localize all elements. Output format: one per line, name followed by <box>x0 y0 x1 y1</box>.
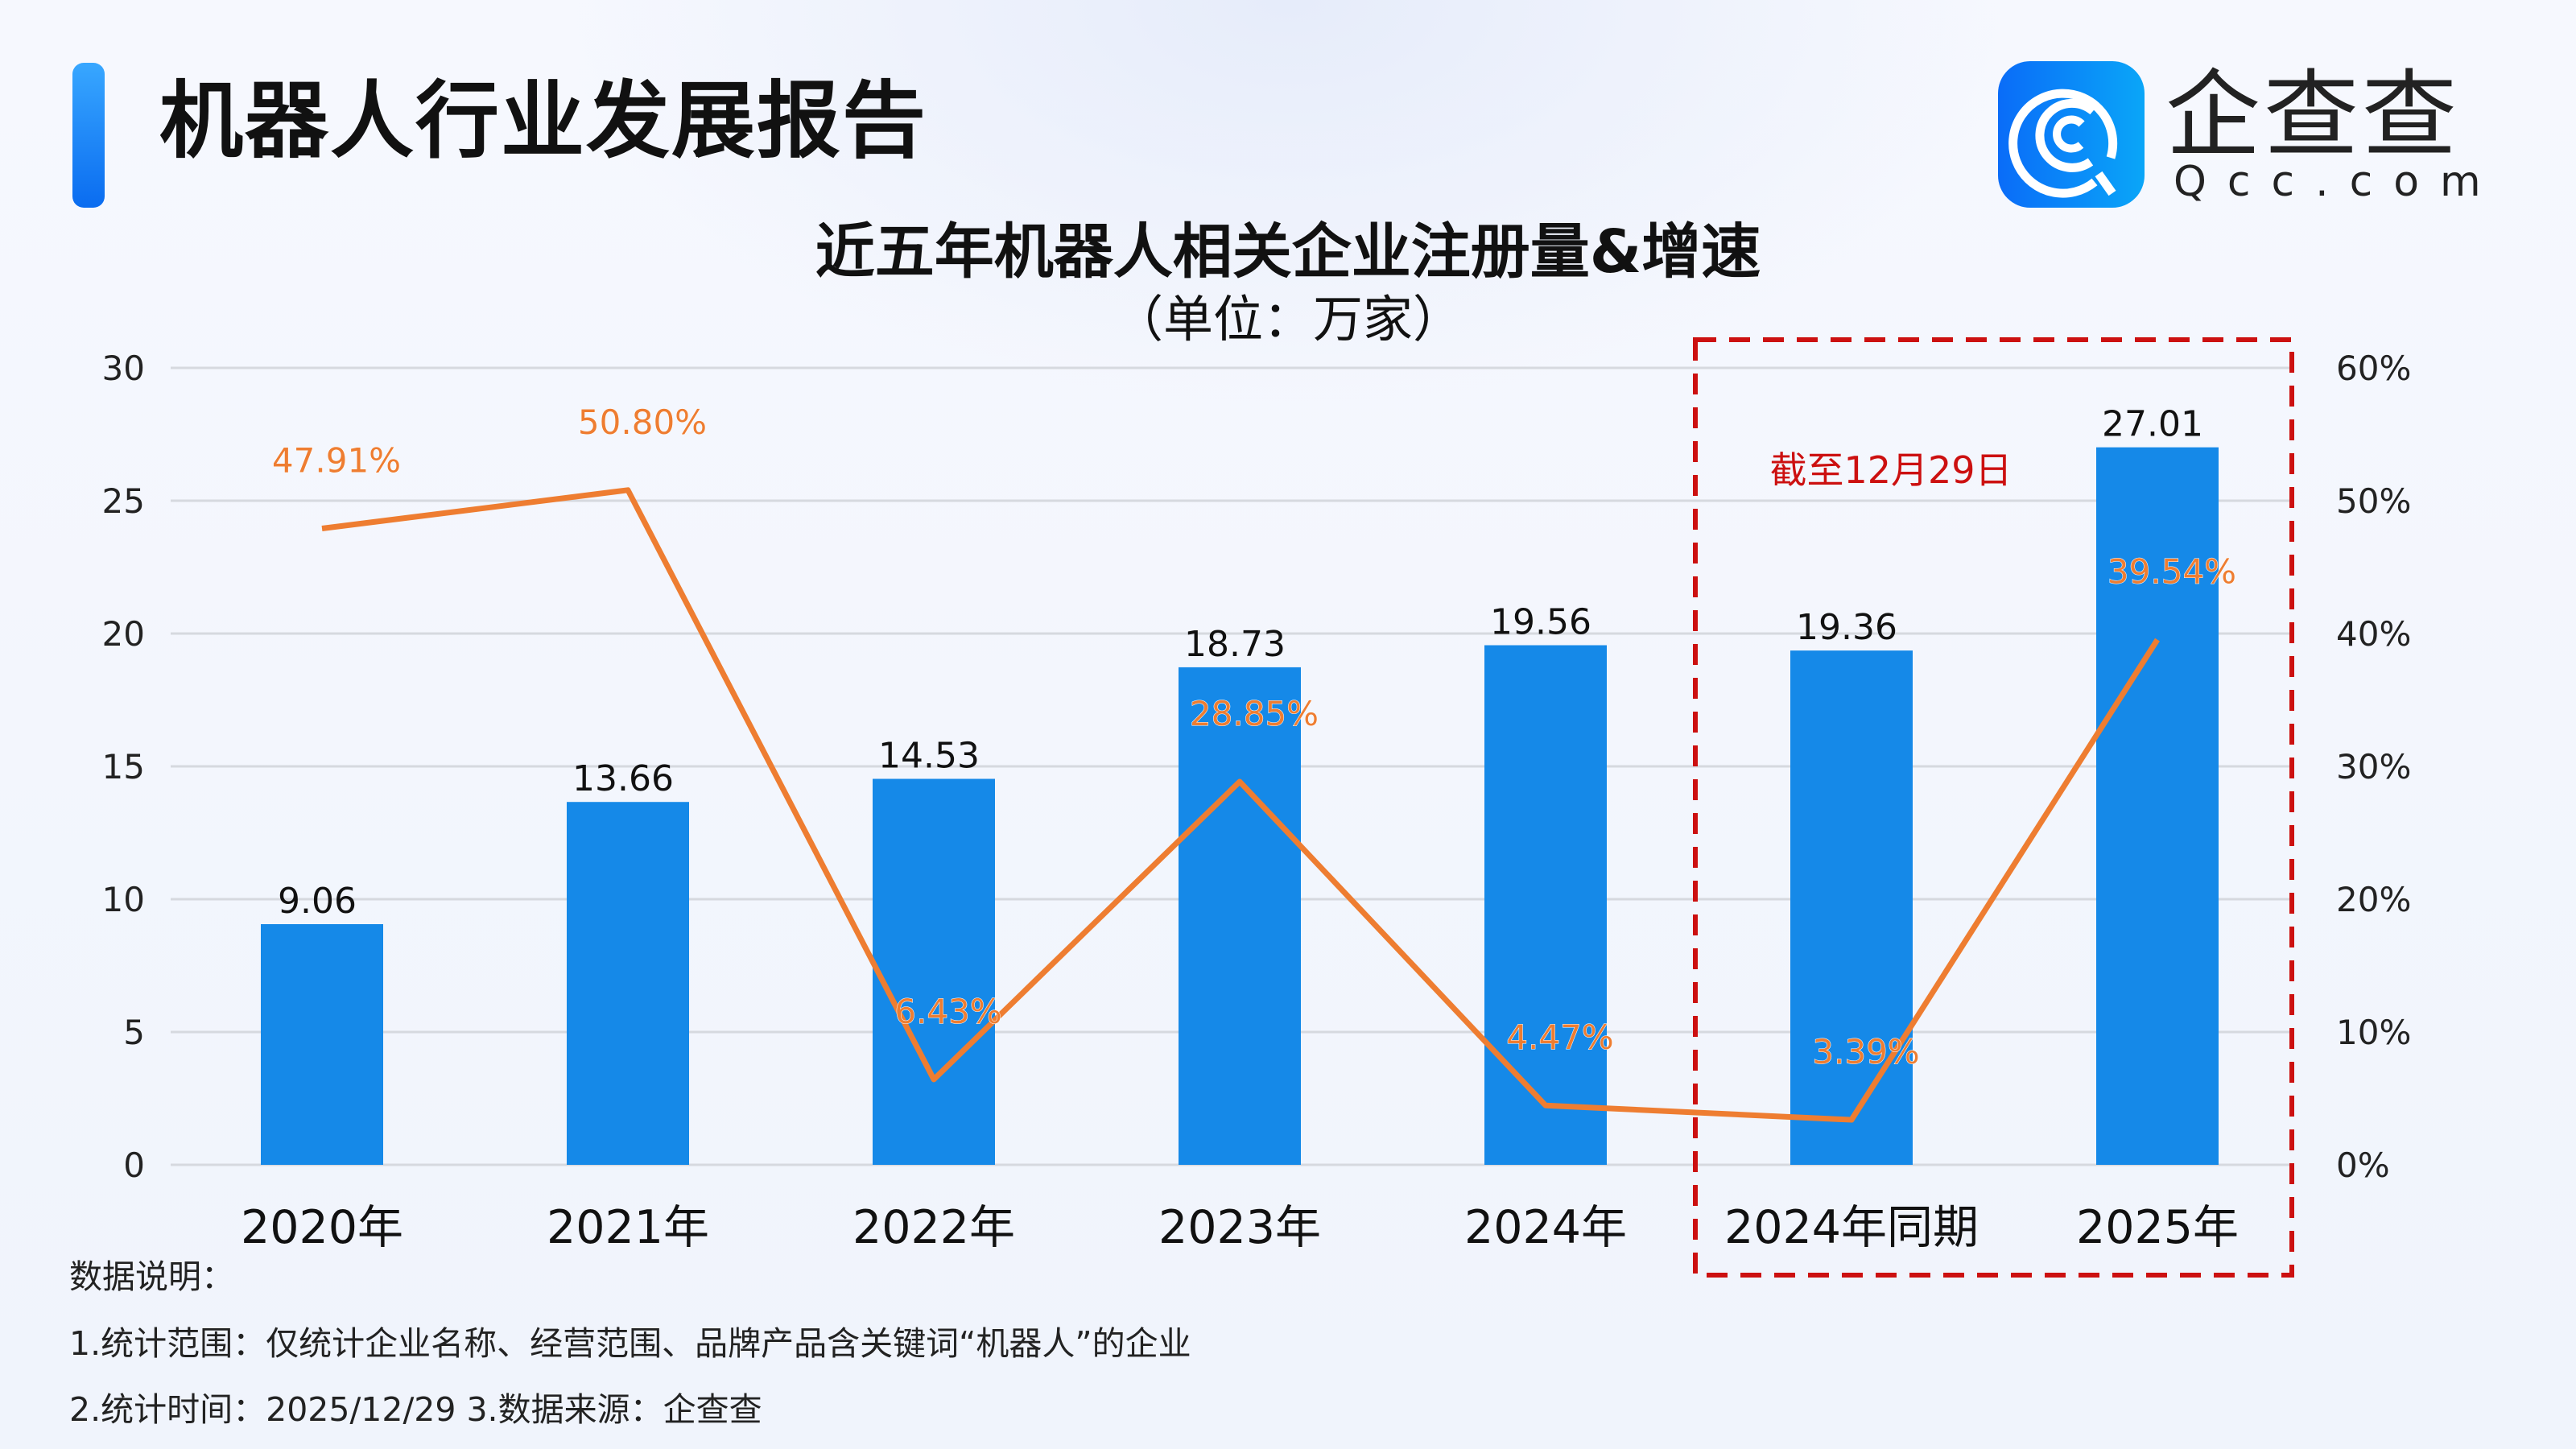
bar-value-label: 19.36 <box>1796 607 1897 648</box>
bar-value-label: 13.66 <box>572 758 674 799</box>
right-axis-tick: 30% <box>2336 747 2411 786</box>
right-axis-tick: 10% <box>2336 1013 2411 1052</box>
right-axis-tick: 60% <box>2336 349 2411 388</box>
x-axis-label: 2025年 <box>2076 1201 2239 1254</box>
right-axis-tick: 0% <box>2336 1146 2390 1185</box>
left-axis-tick: 15 <box>102 747 145 786</box>
qcc-logo-text: 企查查 <box>2165 60 2461 171</box>
bar <box>1179 667 1301 1165</box>
growth-rate-label: 50.80% <box>578 402 707 442</box>
qcc-logo-icon <box>1998 61 2145 208</box>
bar <box>567 802 689 1165</box>
left-axis-tick: 0 <box>123 1146 145 1185</box>
bar <box>873 778 995 1165</box>
notes-line-2: 2.统计时间：2025/12/29 3.数据来源：企查查 <box>69 1390 762 1429</box>
growth-rate-label: 28.85% <box>1190 694 1319 733</box>
chart-title: 近五年机器人相关企业注册量&增速 <box>815 217 1761 287</box>
left-axis-tick: 10 <box>102 880 145 919</box>
left-axis-tick: 20 <box>102 614 145 654</box>
x-axis-label: 2023年 <box>1158 1201 1321 1254</box>
highlight-annotation: 截至12月29日 <box>1769 448 2012 492</box>
growth-rate-line <box>321 487 2160 1123</box>
growth-rate-label: 39.54% <box>2107 552 2236 592</box>
bar <box>1790 650 1913 1165</box>
bar-value-label: 27.01 <box>2102 404 2203 445</box>
bar <box>1484 645 1607 1165</box>
left-axis-tick: 30 <box>102 349 145 388</box>
growth-rate-label: 6.43% <box>894 992 1001 1031</box>
left-axis-tick: 25 <box>102 481 145 521</box>
notes-line-1: 1.统计范围：仅统计企业名称、经营范围、品牌产品含关键词“机器人”的企业 <box>69 1324 1191 1363</box>
growth-rate-label: 4.47% <box>1506 1018 1613 1057</box>
notes-heading: 数据说明： <box>69 1257 234 1296</box>
title-accent-bar <box>72 63 105 208</box>
chart-subtitle: （单位：万家） <box>1113 290 1463 349</box>
left-axis-tick: 5 <box>123 1013 145 1052</box>
right-axis-tick: 50% <box>2336 481 2411 521</box>
growth-rate-label: 3.39% <box>1812 1032 1919 1071</box>
highlight-dashed-box <box>1693 337 2294 1278</box>
bar <box>2096 447 2219 1165</box>
right-axis-tick: 20% <box>2336 880 2411 919</box>
bar-value-label: 9.06 <box>278 881 357 922</box>
x-axis-label: 2024年 <box>1464 1201 1627 1254</box>
x-axis-label: 2020年 <box>241 1201 403 1254</box>
bar <box>261 924 383 1165</box>
growth-rate-label: 47.91% <box>272 440 401 480</box>
qcc-logo-domain: Qcc.com <box>2174 158 2502 206</box>
x-axis-label: 2024年同期 <box>1724 1201 1979 1254</box>
x-axis-label: 2022年 <box>852 1201 1015 1254</box>
right-axis-tick: 40% <box>2336 614 2411 654</box>
x-axis-label: 2021年 <box>547 1201 709 1254</box>
bar-value-label: 14.53 <box>878 736 980 777</box>
page-title: 机器人行业发展报告 <box>159 72 928 170</box>
bar-value-label: 18.73 <box>1184 624 1286 665</box>
bar-value-label: 19.56 <box>1490 602 1591 643</box>
